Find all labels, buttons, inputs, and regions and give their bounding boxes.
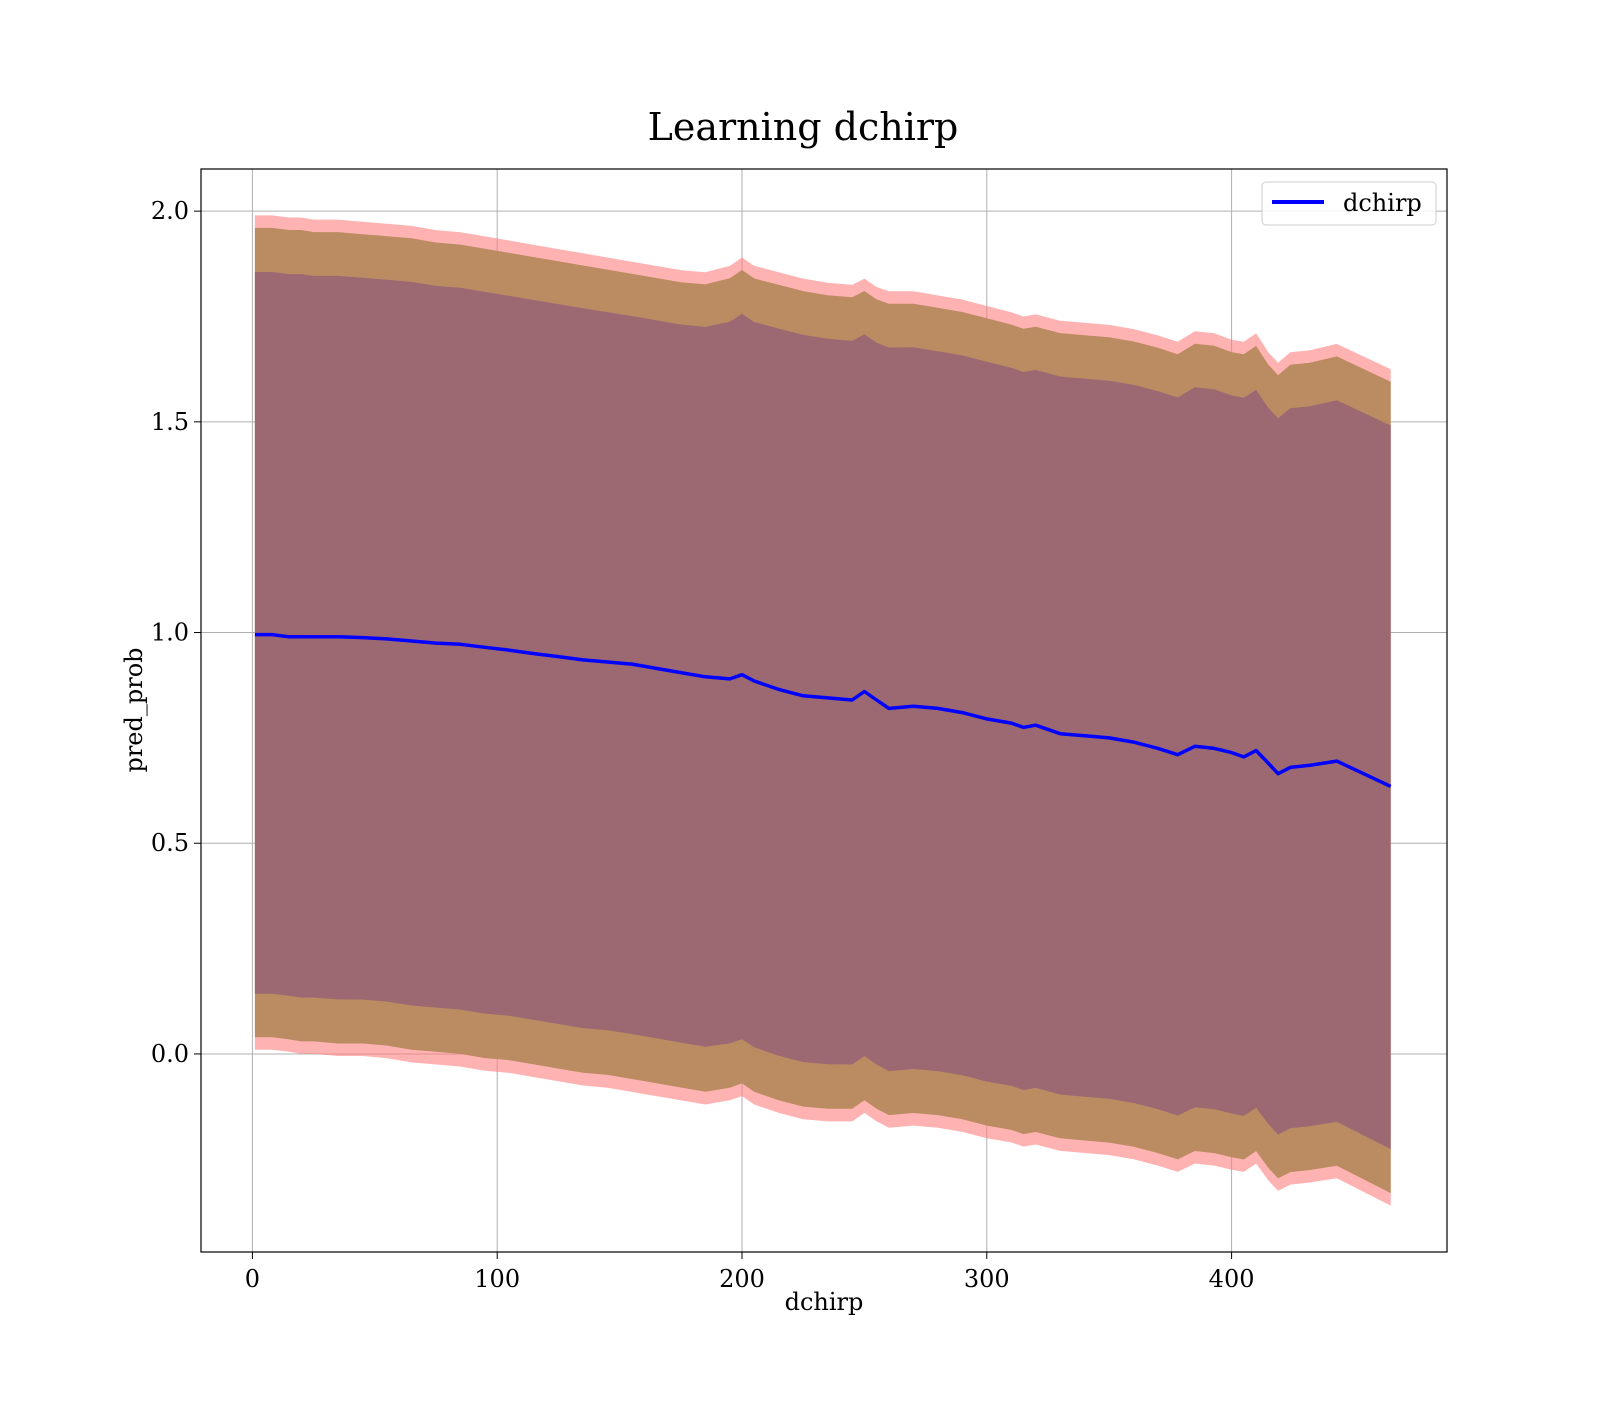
series-line-dchirp	[254, 632, 1392, 788]
x-tick-label-3: 300	[964, 1265, 1010, 1293]
y-tick-label-3: 1.5	[151, 408, 189, 436]
legend-box	[1261, 181, 1437, 226]
y-tick-label-2: 1.0	[151, 619, 189, 647]
legend-label-dchirp: dchirp	[1343, 189, 1422, 217]
x-axis-label: dchirp	[785, 1288, 864, 1316]
chart-title: Learning dchirp	[648, 105, 959, 149]
axis-ticks: 0 100 200 300 400 0.0 0.5 1.0 1.5 2.0	[151, 197, 1255, 1293]
y-axis-label: pred_prob	[120, 647, 148, 772]
x-tick-label-1: 100	[474, 1265, 520, 1293]
confidence-bands	[254, 215, 1391, 1206]
x-tick-label-4: 400	[1209, 1265, 1255, 1293]
band-inner	[254, 272, 1391, 1149]
x-tick-label-2: 200	[719, 1265, 765, 1293]
legend: dchirp	[1261, 181, 1437, 226]
y-tick-label-4: 2.0	[151, 197, 189, 225]
series-lines	[254, 632, 1392, 788]
y-tick-label-0: 0.0	[151, 1040, 189, 1068]
x-tick-label-0: 0	[245, 1265, 260, 1293]
plot-frame	[200, 168, 1448, 1253]
y-tick-label-1: 0.5	[151, 829, 189, 857]
